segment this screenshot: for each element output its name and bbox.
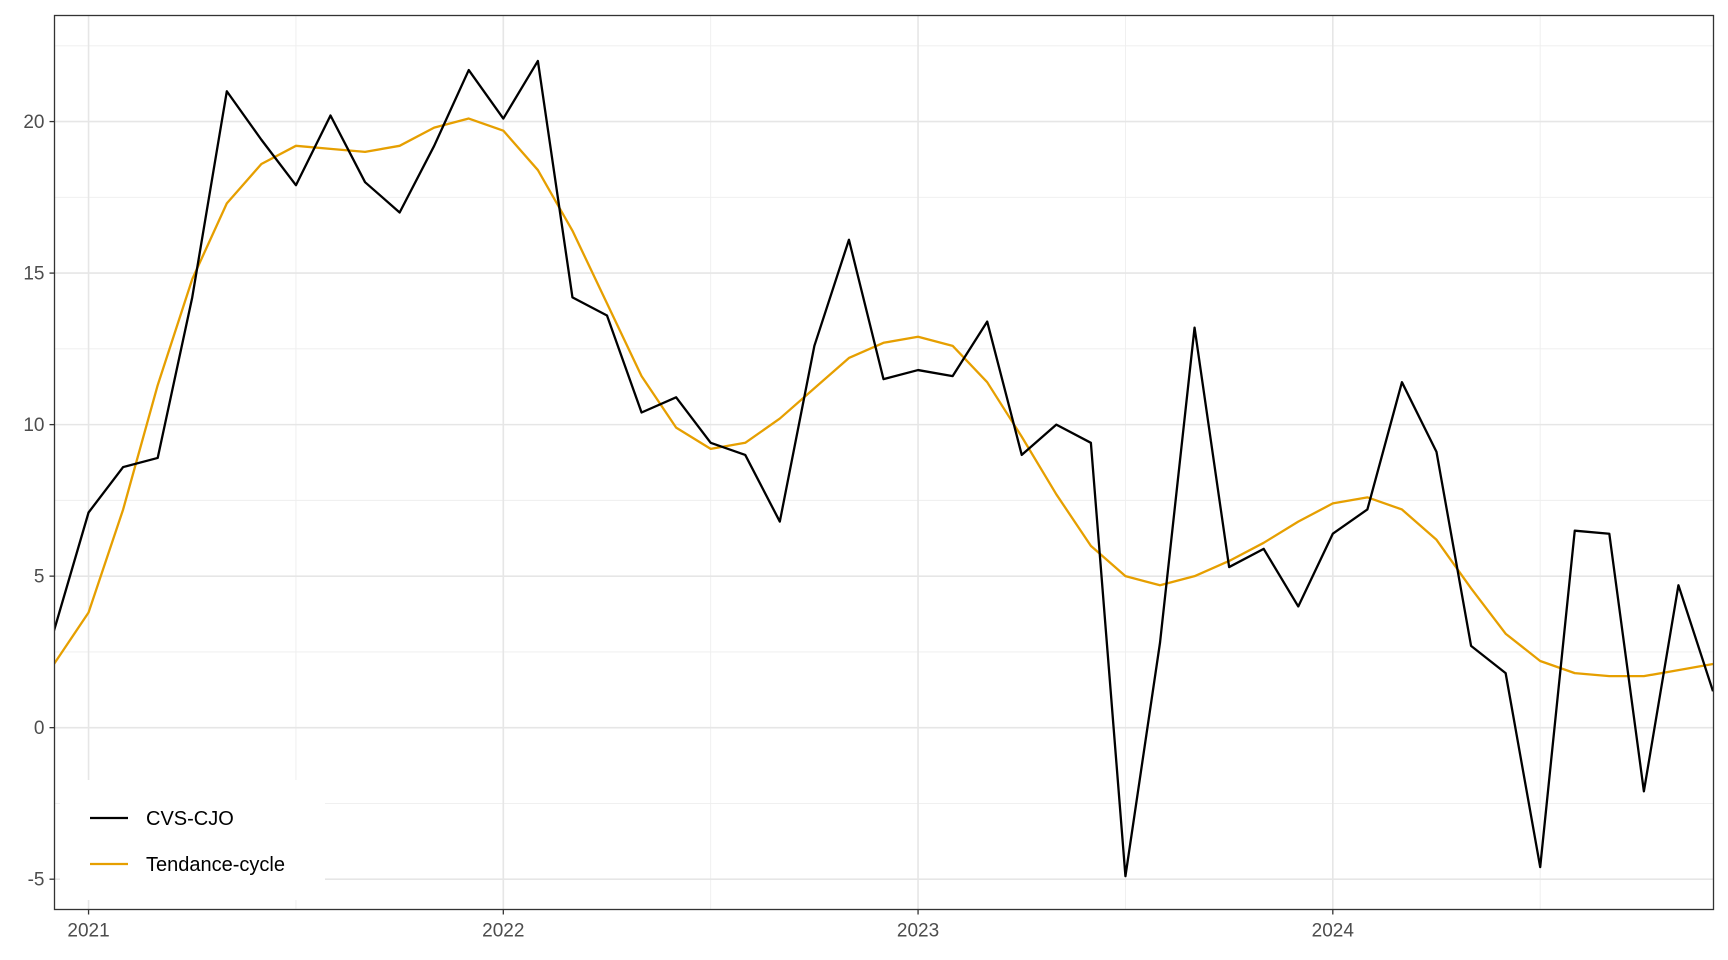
- legend-label-cvs-cjo: CVS-CJO: [146, 808, 234, 830]
- plot-panel-border: [53, 14, 1715, 911]
- y-tick-label: 20: [23, 112, 44, 133]
- x-tick-label: 2023: [897, 921, 939, 942]
- series-line-cvs-cjo: [54, 59, 1714, 878]
- x-tick-label: 2024: [1312, 921, 1355, 942]
- x-axis: 2021 2022 2023 2024: [67, 909, 1355, 942]
- major-gridlines: [54, 15, 1714, 910]
- y-axis: -5 0 5 10 15 20: [23, 112, 55, 891]
- legend-label-tendance-cycle: Tendance-cycle: [146, 854, 285, 876]
- series-line-tendance-cycle: [54, 117, 1714, 678]
- legend-background: [60, 780, 325, 900]
- y-tick-label: 10: [23, 415, 44, 436]
- x-tick-label: 2021: [67, 921, 109, 942]
- y-tick-label: -5: [28, 870, 45, 891]
- y-tick-label: 5: [34, 567, 45, 588]
- x-tick-label: 2022: [482, 921, 524, 942]
- series-layer: [54, 59, 1714, 878]
- legend: CVS-CJO Tendance-cycle: [60, 780, 325, 900]
- y-tick-label: 0: [34, 718, 45, 739]
- y-tick-label: 15: [23, 264, 44, 285]
- minor-gridlines: [54, 15, 1714, 910]
